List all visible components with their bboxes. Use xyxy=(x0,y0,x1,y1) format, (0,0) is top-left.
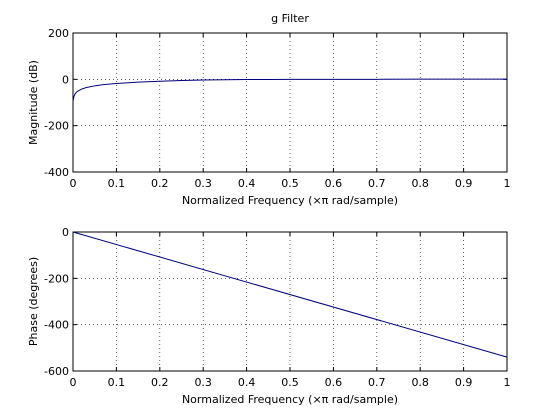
magnitude-plot: 0 0.1 0.2 0.3 0.4 0.5 0.6 0.7 0.8 0.9 1 200 0 -200 -40… xyxy=(27,12,511,207)
x-tick-label: 0.3 xyxy=(194,376,212,389)
y-tick-label: -400 xyxy=(44,166,69,179)
x-tick-label: 0.9 xyxy=(455,177,473,190)
x-tick-label: 0.8 xyxy=(411,376,429,389)
y-tick-label: -200 xyxy=(44,272,69,285)
x-tick-label: 0.7 xyxy=(368,177,386,190)
y-tick-label: 0 xyxy=(62,73,69,86)
x-tick-label: 0.5 xyxy=(281,177,299,190)
y-axis-label: Magnitude (dB) xyxy=(27,60,40,145)
x-tick-label: 0.4 xyxy=(238,376,256,389)
x-tick-label: 0.7 xyxy=(368,376,386,389)
x-tick-label: 0.2 xyxy=(151,177,169,190)
x-axis-label: Normalized Frequency (×π rad/sample) xyxy=(182,393,398,406)
y-tick-label: -200 xyxy=(44,120,69,133)
chart-title: g Filter xyxy=(271,12,309,25)
plot-area xyxy=(72,32,508,173)
x-tick-label: 0.6 xyxy=(325,177,343,190)
x-tick-label: 0.4 xyxy=(238,177,256,190)
x-tick-label: 0.2 xyxy=(151,376,169,389)
x-tick-label: 1 xyxy=(504,376,511,389)
y-tick-label: -400 xyxy=(44,319,69,332)
series-line xyxy=(72,78,507,102)
x-tick-label: 0.6 xyxy=(325,376,343,389)
x-tick-label: 0.5 xyxy=(281,376,299,389)
y-tick-label: 0 xyxy=(62,226,69,239)
x-tick-label: 0.3 xyxy=(194,177,212,190)
x-tick-label: 1 xyxy=(504,177,511,190)
x-tick-label: 0 xyxy=(70,177,77,190)
x-axis-label: Normalized Frequency (×π rad/sample) xyxy=(182,194,398,207)
plot-area xyxy=(72,231,508,372)
y-axis-label: Phase (degrees) xyxy=(27,257,40,346)
x-tick-label: 0 xyxy=(70,376,77,389)
x-tick-label: 0.9 xyxy=(455,376,473,389)
x-tick-label: 0.8 xyxy=(411,177,429,190)
y-tick-label: 200 xyxy=(48,27,69,40)
phase-plot: 0 0.1 0.2 0.3 0.4 0.5 0.6 0.7 0.8 0.9 1 0 -200 -400 -6… xyxy=(27,226,511,406)
y-tick-label: -600 xyxy=(44,365,69,378)
x-tick-label: 0.1 xyxy=(108,376,126,389)
series-line xyxy=(72,231,508,358)
x-tick-label: 0.1 xyxy=(108,177,126,190)
